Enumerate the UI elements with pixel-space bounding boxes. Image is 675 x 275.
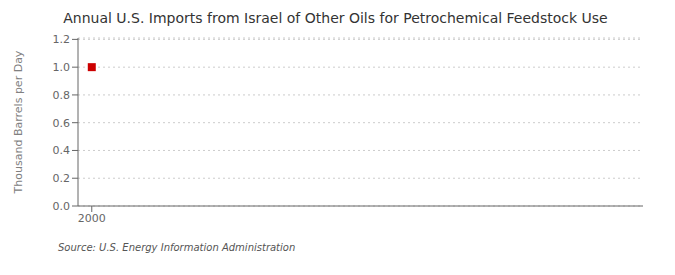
html-text:Annual U.S. Imports from Israe: Annual U.S. Imports from Israel of Other…: [63, 10, 608, 26]
svg-text:2000: 2000: [78, 212, 106, 225]
html-text:Source: U.S. Energy Informatio: Source: U.S. Energy Information Administ…: [58, 242, 296, 253]
svg-text:Thousand Barrels per Day: Thousand Barrels per Day: [12, 50, 25, 194]
svg-text:0.6: 0.6: [53, 117, 71, 130]
svg-text:1.2: 1.2: [53, 33, 71, 46]
svg-text:0.0: 0.0: [53, 200, 71, 213]
svg-text:0.2: 0.2: [53, 172, 71, 185]
svg-text:0.8: 0.8: [53, 89, 71, 102]
svg-text:1.0: 1.0: [53, 61, 71, 74]
svg-text:0.4: 0.4: [53, 144, 71, 157]
